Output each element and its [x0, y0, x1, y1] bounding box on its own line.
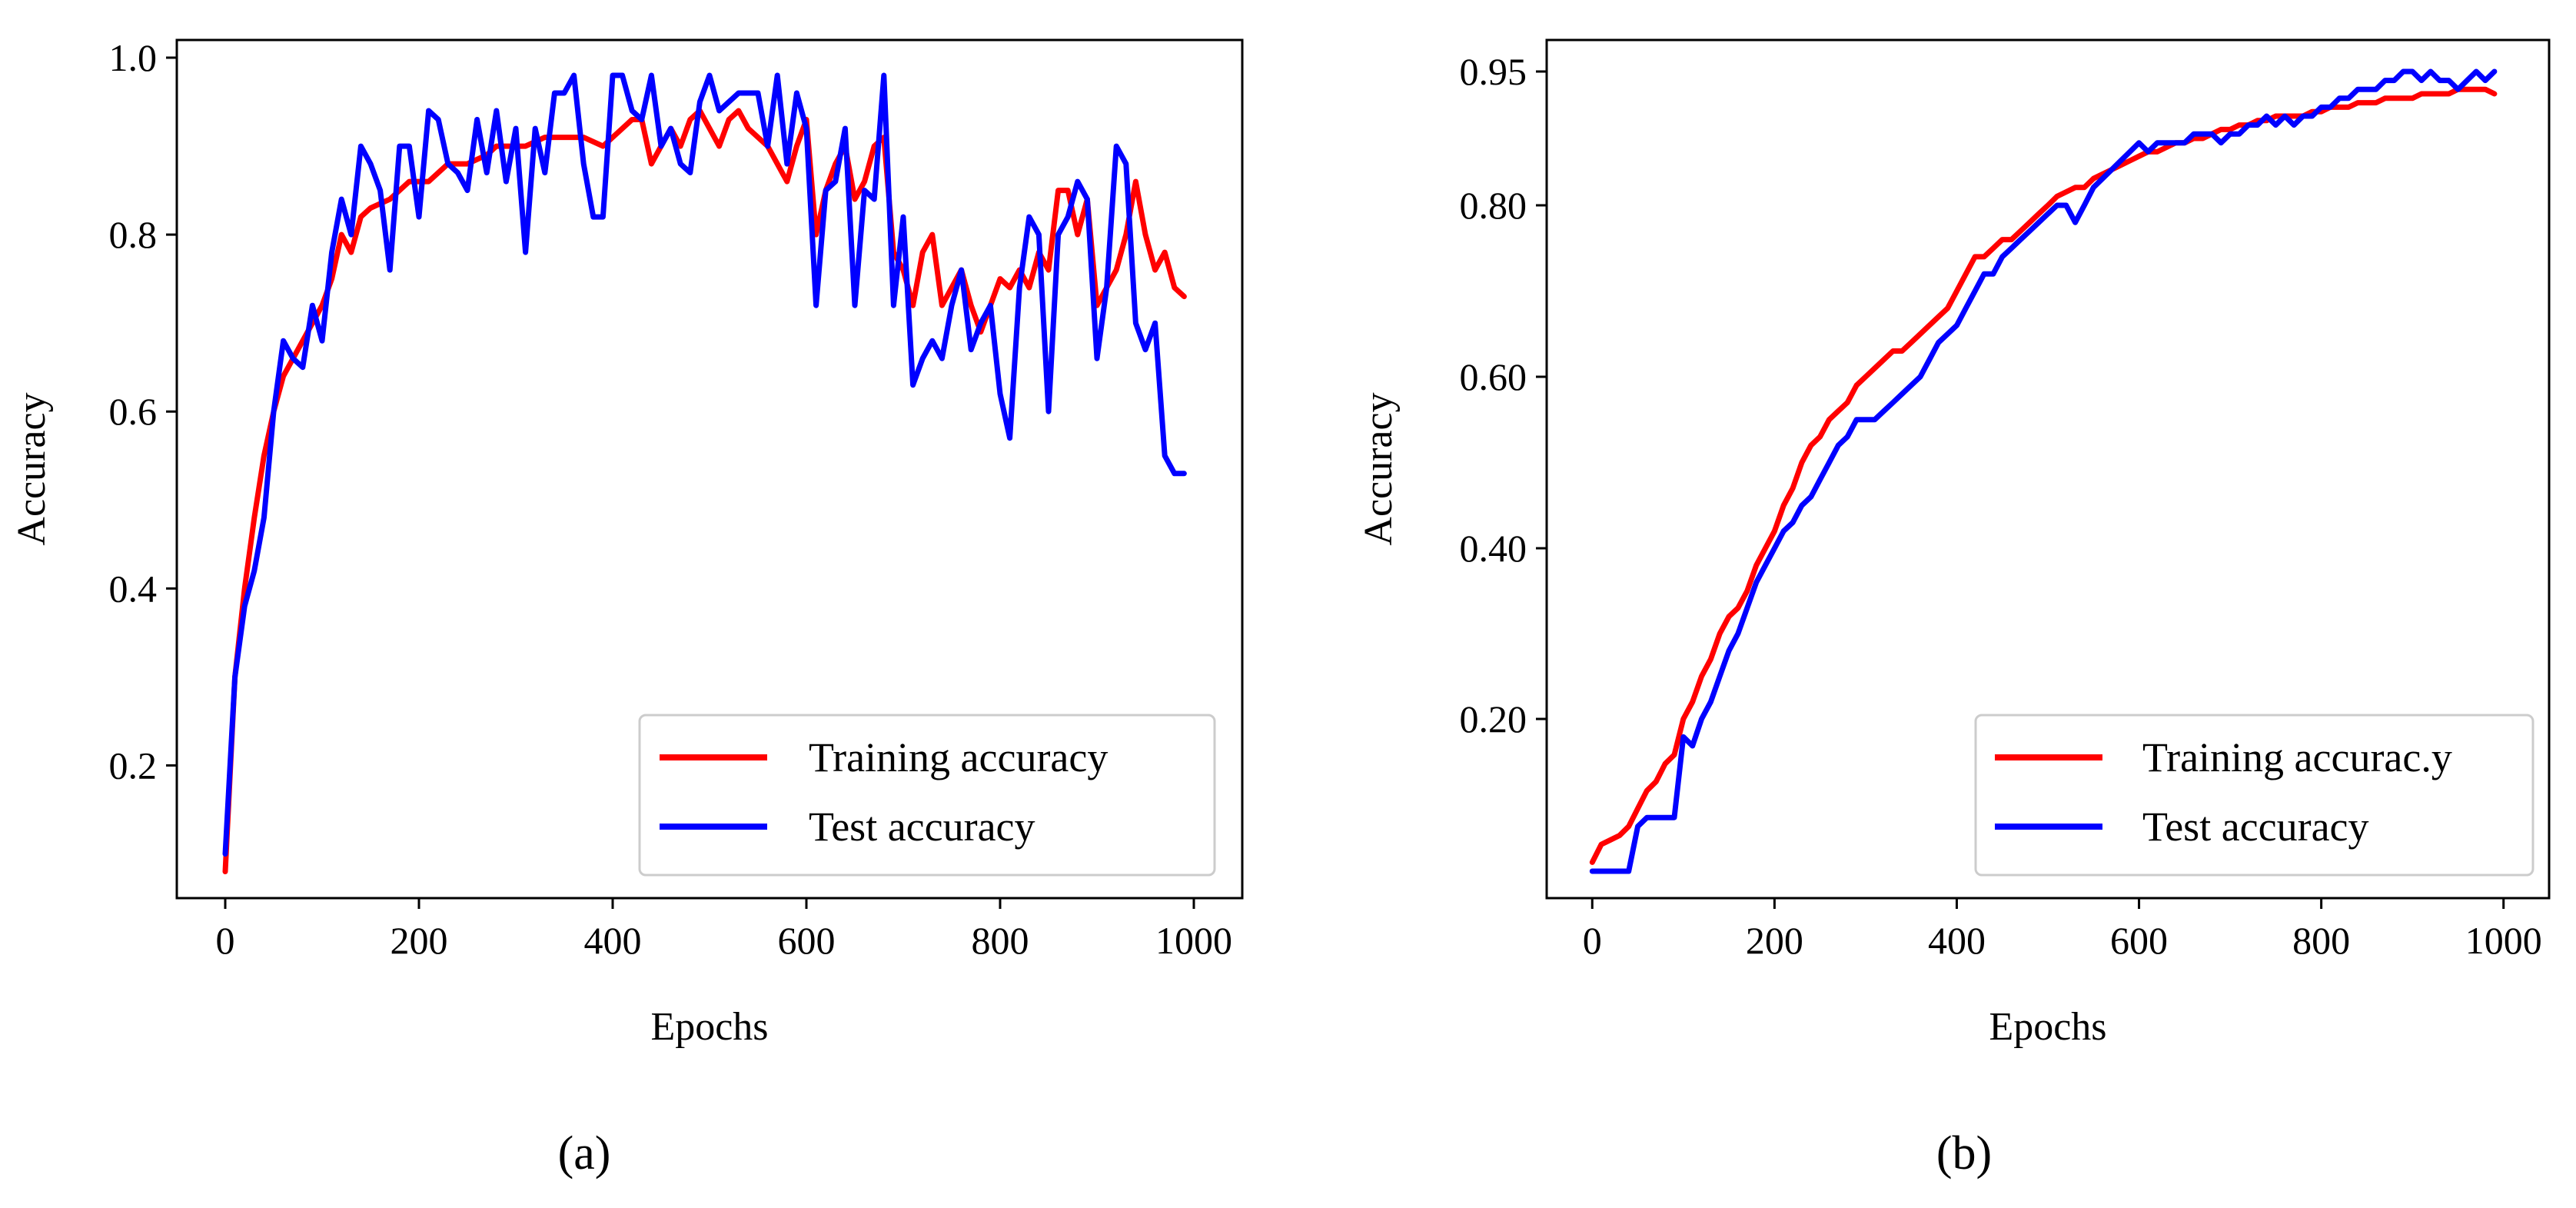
- panel-a: 0 200 400 600 800 1000 0.2 0.4 0.6 0.8 1.0 Epochs…: [10, 36, 1244, 1180]
- panel-b-legend-label-training: Training accurac.y: [2142, 734, 2452, 780]
- panel-b-x-tick-label: 800: [2292, 919, 2350, 962]
- panel-b-x-tick-label: 200: [1746, 919, 1803, 962]
- panel-a-x-tick-label: 800: [972, 919, 1029, 962]
- panel-a-y-axis-title: Accuracy: [10, 392, 54, 545]
- panel-b-caption: (b): [1936, 1127, 1992, 1180]
- panel-a-y-tick-label: 0.8: [109, 213, 158, 256]
- panel-b-series: [1589, 68, 2498, 874]
- panel-a-series: [222, 72, 1187, 874]
- panel-a-x-tick-label: 200: [391, 919, 448, 962]
- panel-b-y-tick-label: 0.40: [1460, 527, 1527, 570]
- panel-b-x-tick-label: 400: [1928, 919, 1986, 962]
- panel-b-x-tick-label: 0: [1583, 919, 1602, 962]
- panel-a-legend: Training accuracy Test accuracy: [638, 714, 1216, 877]
- panel-a-x-tick-label: 1000: [1155, 919, 1232, 962]
- panel-b-y-tick-label: 0.20: [1460, 697, 1527, 740]
- panel-b-y-tick-label: 0.95: [1460, 50, 1527, 93]
- panel-b-y-tick-label: 0.60: [1460, 355, 1527, 398]
- panel-a-x-tick-label: 400: [584, 919, 642, 962]
- panel-a-series-training-line: [222, 108, 1187, 874]
- panel-b-legend: Training accurac.y Test accuracy: [1974, 714, 2534, 877]
- panel-b-legend-box: [1974, 714, 2534, 877]
- panel-a-legend-label-test: Test accuracy: [809, 804, 1035, 850]
- panel-a-y-tick-label: 0.4: [109, 567, 158, 610]
- panel-b-legend-label-test: Test accuracy: [2142, 804, 2369, 850]
- panel-a-caption: (a): [558, 1127, 611, 1180]
- panel-b-y-ticks: 0.20 0.40 0.60 0.80 0.95: [1460, 50, 1547, 740]
- panel-a-y-ticks: 0.2 0.4 0.6 0.8 1.0: [109, 36, 177, 787]
- panel-a-y-tick-label: 0.2: [109, 744, 158, 787]
- panel-b-y-axis-title: Accuracy: [1357, 392, 1401, 545]
- panel-b-series-test-line: [1589, 68, 2498, 874]
- panel-b-x-ticks: 0 200 400 600 800 1000: [1583, 898, 2542, 962]
- panel-a-x-tick-label: 600: [778, 919, 836, 962]
- panel-b-series-training-line: [1589, 86, 2498, 865]
- panel-a-series-test-line: [222, 72, 1187, 857]
- panel-a-y-tick-label: 0.6: [109, 390, 158, 433]
- panel-a-x-ticks: 0 200 400 600 800 1000: [216, 898, 1232, 962]
- panel-a-x-tick-label: 0: [216, 919, 235, 962]
- panel-b-x-axis-title: Epochs: [1989, 1005, 2106, 1049]
- panel-a-plot-frame: [175, 38, 1244, 900]
- panel-b-x-tick-label: 1000: [2465, 919, 2542, 962]
- panel-b-plot-frame: [1545, 38, 2551, 900]
- panel-b-y-tick-label: 0.80: [1460, 184, 1527, 227]
- panel-a-legend-label-training: Training accuracy: [809, 734, 1108, 780]
- panel-b-x-tick-label: 600: [2110, 919, 2168, 962]
- panel-a-legend-box: [638, 714, 1216, 877]
- panel-a-y-tick-label: 1.0: [109, 36, 158, 79]
- panel-b: 0 200 400 600 800 1000 0.20 0.40 0.60 0.80 0.95 E…: [1357, 38, 2551, 1180]
- panel-a-x-axis-title: Epochs: [650, 1005, 768, 1049]
